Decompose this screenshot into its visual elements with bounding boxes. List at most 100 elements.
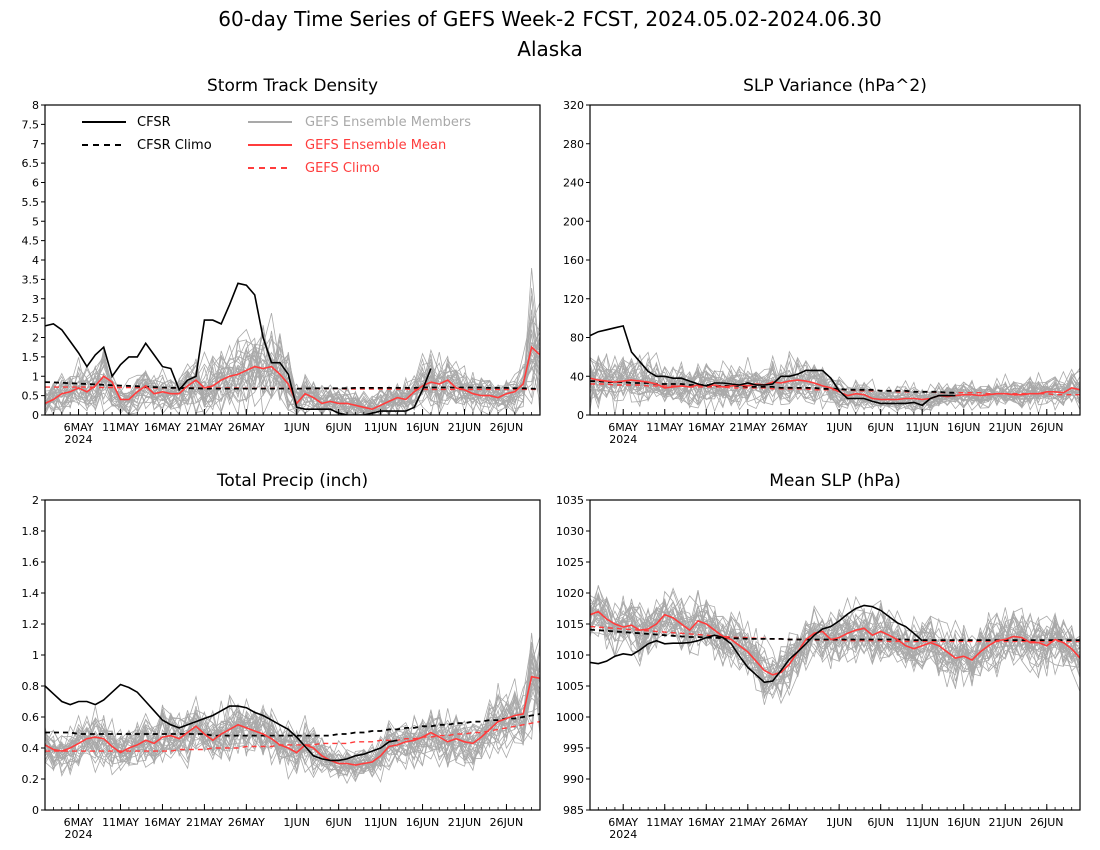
x-tick-label: 16JUN	[947, 816, 981, 829]
x-tick-label: 6MAY	[608, 816, 638, 829]
legend-label-gefs-climo: GEFS Climo	[305, 161, 380, 176]
y-tick-label: 80	[570, 332, 584, 345]
x-tick-label: 11JUN	[905, 421, 939, 434]
y-tick-label: 0.8	[22, 680, 40, 693]
x-tick-label: 11JUN	[905, 816, 939, 829]
x-tick-label: 16JUN	[406, 816, 440, 829]
y-tick-label: 1.2	[22, 618, 40, 631]
member-line	[45, 659, 540, 778]
legend-label-mean: GEFS Ensemble Mean	[305, 138, 446, 153]
y-tick-label: 40	[570, 370, 584, 383]
x-tick-label: 6MAY	[608, 421, 638, 434]
x-tick-label: 26MAY	[771, 421, 808, 434]
panel-2: SLP Variance (hPa^2) 0 40 80 120 160 200 240 280…	[563, 76, 1081, 446]
cfsr-climo-line	[590, 380, 956, 394]
x-tick-label: 26JUN	[490, 816, 524, 829]
y-tick-label: 280	[563, 138, 584, 151]
x-tick-label: 21MAY	[729, 816, 766, 829]
y-tick-label: 1020	[556, 587, 584, 600]
figure-subtitle: Alaska	[517, 37, 582, 61]
y-tick-label: 0.5	[22, 390, 40, 403]
member-line	[45, 670, 540, 781]
panel-title: Storm Track Density	[207, 76, 378, 96]
x-tick-label: 6JUN	[325, 421, 352, 434]
member-line	[45, 316, 540, 415]
x-tick-label: 21JUN	[448, 816, 482, 829]
y-tick-label: 1005	[556, 680, 584, 693]
y-tick-label: 4.5	[22, 235, 40, 248]
x-tick-label: 6MAY	[64, 421, 94, 434]
y-tick-label: 1	[32, 370, 39, 383]
x-tick-label: 11MAY	[646, 421, 683, 434]
x-tick-label: 11JUN	[364, 816, 398, 829]
x-tick-label: 6JUN	[325, 816, 352, 829]
x-tick-label: 21JUN	[988, 421, 1022, 434]
member-line	[590, 591, 1080, 682]
x-tick-label: 21JUN	[448, 421, 482, 434]
cfsr-line	[590, 604, 923, 684]
ensemble-members	[45, 632, 540, 785]
gefs-climo-line	[45, 720, 540, 752]
x-tick-label: 26JUN	[490, 421, 524, 434]
x-tick-label: 26JUN	[1030, 816, 1064, 829]
x-tick-label: 21JUN	[988, 816, 1022, 829]
member-line	[45, 641, 540, 777]
x-tick-label: 11MAY	[102, 816, 139, 829]
cfsr-climo-line	[45, 713, 540, 737]
x-year-label: 2024	[65, 433, 93, 446]
x-tick-label: 16MAY	[688, 816, 725, 829]
y-tick-label: 1.8	[22, 525, 40, 538]
y-tick-label: 1010	[556, 649, 584, 662]
figure-title: 60-day Time Series of GEFS Week-2 FCST, …	[218, 7, 881, 31]
cfsr-line	[590, 324, 956, 407]
member-line	[590, 362, 1080, 412]
y-tick-label: 1.5	[22, 351, 40, 364]
y-tick-label: 0.6	[22, 711, 40, 724]
member-line	[45, 650, 540, 772]
x-tick-label: 6JUN	[867, 421, 894, 434]
y-tick-label: 1035	[556, 494, 584, 507]
x-year-label: 2024	[609, 828, 637, 841]
panel-4: Mean SLP (hPa) 985 990 995 1000 1005 1010 1015 1…	[556, 471, 1081, 841]
x-tick-label: 26MAY	[228, 421, 265, 434]
panel-1: Storm Track Density 0 0.5 1 1.5 2 2.5 3 3.5 4 4.5 5…	[22, 76, 541, 446]
member-line	[45, 666, 540, 771]
y-tick-label: 0.4	[22, 742, 40, 755]
member-line	[45, 332, 540, 415]
member-line	[590, 587, 1080, 696]
y-tick-label: 1015	[556, 618, 584, 631]
panel-title: Mean SLP (hPa)	[769, 471, 901, 491]
x-tick-label: 16JUN	[947, 421, 981, 434]
ensemble-members	[590, 585, 1080, 705]
y-tick-label: 1000	[556, 711, 584, 724]
x-tick-label: 16MAY	[144, 816, 181, 829]
x-tick-label: 16JUN	[406, 421, 440, 434]
y-tick-label: 995	[563, 742, 584, 755]
ensemble-mean-line	[590, 610, 1080, 676]
x-tick-label: 16MAY	[144, 421, 181, 434]
x-tick-label: 26MAY	[771, 816, 808, 829]
ensemble-mean-line	[45, 675, 540, 766]
x-tick-label: 6MAY	[64, 816, 94, 829]
y-tick-label: 0.2	[22, 773, 40, 786]
member-line	[590, 598, 1080, 685]
member-line	[45, 678, 540, 775]
member-line	[590, 595, 1080, 694]
member-line	[45, 326, 540, 415]
legend-label-members: GEFS Ensemble Members	[305, 115, 471, 130]
y-tick-label: 7.5	[22, 118, 40, 131]
x-tick-label: 21MAY	[186, 421, 223, 434]
y-tick-label: 5.5	[22, 196, 40, 209]
x-tick-label: 11JUN	[364, 421, 398, 434]
x-tick-label: 16MAY	[688, 421, 725, 434]
x-tick-label: 1JUN	[283, 816, 310, 829]
x-year-label: 2024	[65, 828, 93, 841]
y-tick-label: 8	[32, 99, 39, 112]
x-tick-label: 21MAY	[729, 421, 766, 434]
y-tick-label: 240	[563, 177, 584, 190]
legend-label-cfsr: CFSR	[137, 115, 171, 130]
x-tick-label: 26JUN	[1030, 421, 1064, 434]
x-tick-label: 1JUN	[826, 421, 853, 434]
x-tick-label: 21MAY	[186, 816, 223, 829]
